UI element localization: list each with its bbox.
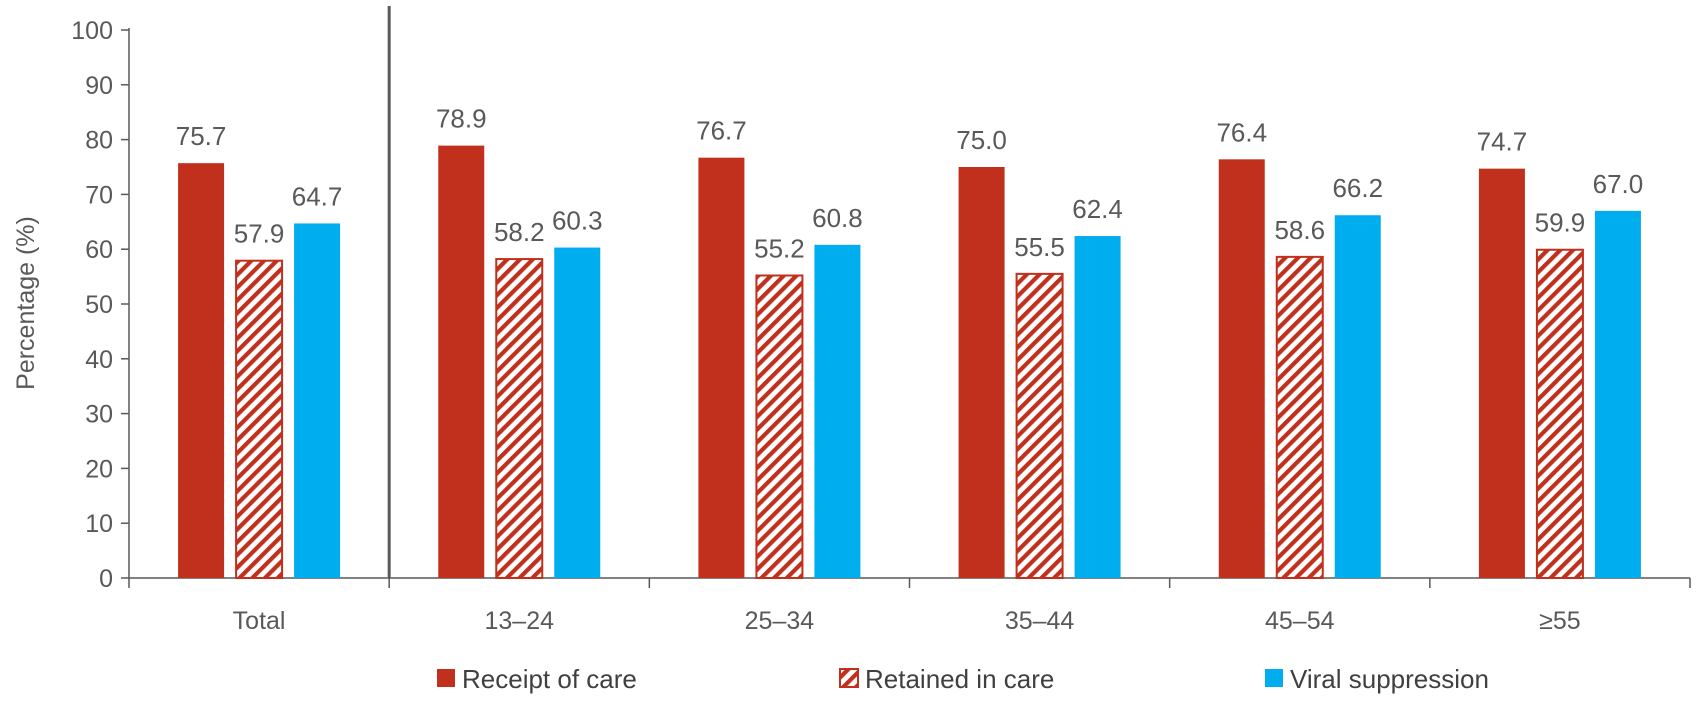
legend-label: Viral suppression (1290, 664, 1489, 694)
y-tick-label: 10 (85, 510, 113, 538)
legend-label: Receipt of care (462, 664, 637, 694)
data-label: 59.9 (1535, 208, 1586, 238)
x-category-label: 13–24 (484, 607, 554, 635)
y-tick-label: 60 (85, 236, 113, 264)
legend-swatch (839, 668, 859, 688)
data-label: 58.6 (1274, 215, 1325, 245)
y-tick-label: 80 (85, 127, 113, 155)
x-category-label: Total (233, 607, 286, 635)
legend-label: Retained in care (865, 664, 1054, 694)
x-category-label: ≥55 (1539, 607, 1581, 635)
data-label: 55.5 (1014, 232, 1065, 262)
plot-area: 0 10 20 30 40 50 60 70 80 90 100 75.7 57.964.7 Total 7… (71, 6, 1691, 635)
bar-retained-in-care (1015, 272, 1064, 579)
data-label: 60.8 (812, 203, 863, 233)
bar-receipt-of-care (438, 145, 485, 579)
y-tick-label: 0 (99, 565, 113, 593)
bar-viral-suppression (1594, 210, 1641, 578)
x-category-label: 35–44 (1005, 607, 1075, 635)
bar-retained-in-care (495, 258, 544, 579)
data-label: 76.7 (696, 116, 747, 146)
y-tick-label: 90 (85, 72, 113, 100)
bar-receipt-of-care (698, 157, 745, 578)
y-tick-label: 100 (71, 17, 113, 45)
y-tick-label: 50 (85, 291, 113, 319)
bar-retained-in-care (755, 274, 804, 579)
data-label: 60.3 (552, 206, 603, 236)
bar-receipt-of-care (1478, 168, 1525, 579)
data-label: 74.7 (1477, 127, 1528, 157)
bar-viral-suppression (814, 244, 861, 579)
bar-viral-suppression (554, 247, 601, 578)
bar-retained-in-care (1275, 255, 1324, 579)
data-label: 76.4 (1216, 117, 1267, 147)
y-tick-label: 40 (85, 346, 113, 374)
x-category-label: 45–54 (1265, 607, 1335, 635)
y-tick-label: 30 (85, 401, 113, 429)
y-axis-title: Percentage (%) (12, 216, 40, 390)
data-label: 55.2 (754, 234, 805, 264)
data-label: 67.0 (1593, 169, 1644, 199)
bar-viral-suppression (1334, 215, 1381, 578)
bar-receipt-of-care (178, 163, 225, 578)
bar-receipt-of-care (1218, 159, 1265, 578)
legend-swatch (1265, 669, 1283, 687)
bar-retained-in-care (1535, 248, 1584, 580)
data-label: 57.9 (234, 219, 285, 249)
bar-retained-in-care (235, 259, 284, 579)
legend: Receipt of care Retained in care Viral sup… (437, 664, 1489, 694)
bar-viral-suppression (1074, 236, 1121, 578)
x-category-label: 25–34 (745, 607, 815, 635)
data-label: 75.0 (956, 125, 1007, 155)
data-label: 78.9 (436, 104, 487, 134)
data-label: 58.2 (494, 217, 545, 247)
data-label: 62.4 (1072, 194, 1123, 224)
data-label: 66.2 (1332, 173, 1383, 203)
bar-receipt-of-care (958, 167, 1005, 578)
bar-viral-suppression (294, 223, 341, 578)
y-tick-label: 20 (85, 455, 113, 483)
legend-swatch (437, 669, 455, 687)
data-label: 64.7 (292, 181, 343, 211)
data-label: 75.7 (176, 121, 227, 151)
y-tick-label: 70 (85, 181, 113, 209)
